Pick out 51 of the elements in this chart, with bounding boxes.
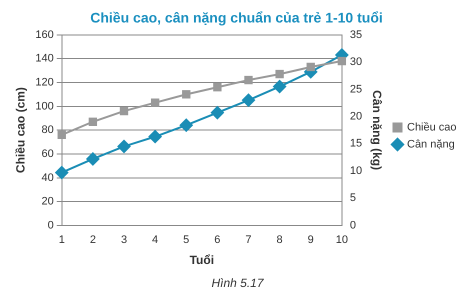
- point: [88, 118, 98, 126]
- point: [273, 80, 286, 94]
- point: [148, 130, 162, 144]
- x-tick-label: 5: [183, 234, 190, 246]
- legend-label: Chiều cao: [407, 122, 457, 134]
- point: [306, 62, 315, 72]
- x-tick-label: 6: [214, 234, 220, 246]
- y2-tick-label: 30: [350, 56, 362, 68]
- y2-tick-label: 20: [350, 110, 362, 123]
- point: [244, 76, 253, 84]
- y-tick-label: 160: [35, 28, 54, 41]
- y2-tick-label: 15: [350, 138, 362, 150]
- point: [242, 94, 255, 107]
- y-tick-label: 140: [35, 52, 54, 65]
- point: [150, 98, 160, 107]
- y-tick-label: 120: [35, 76, 54, 88]
- y-tick-label: 100: [35, 100, 54, 112]
- x-tick-label: 1: [58, 234, 65, 246]
- x-tick-label: 7: [245, 234, 252, 246]
- chart-title: Chiều cao, cân nặng chuẩn của trẻ 1-10 tuổi: [90, 9, 383, 26]
- x-tick-label: 8: [276, 234, 283, 246]
- point: [120, 106, 128, 116]
- y2-axis-title: Cân nặng (kg): [370, 90, 384, 170]
- y-tick-label: 80: [42, 124, 54, 136]
- point: [338, 56, 346, 66]
- x-tick-label: 9: [308, 234, 314, 246]
- point: [86, 152, 100, 166]
- text: Hình 5.17: [210, 276, 265, 290]
- x-tick-label: 2: [90, 234, 96, 246]
- y-axis-title: Chiều cao (cm): [14, 87, 28, 174]
- point: [210, 106, 224, 120]
- y-tick-label: 60: [42, 148, 54, 160]
- x-tick-label: 3: [120, 234, 128, 246]
- y2-tick-label: 0: [350, 219, 356, 232]
- y2-tick-label: 25: [350, 83, 362, 96]
- x-tick-label: 10: [336, 234, 348, 246]
- point: [180, 118, 193, 132]
- point: [182, 90, 190, 99]
- y2-tick-label: 10: [350, 164, 362, 177]
- y2-tick-label: 5: [350, 192, 356, 204]
- y-tick-label: 0: [48, 219, 54, 232]
- x-axis-title: Tuổi: [190, 253, 214, 268]
- y2-tick-label: 35: [350, 28, 362, 41]
- point: [118, 140, 130, 153]
- y-tick-label: 20: [42, 196, 54, 208]
- point: [213, 83, 222, 92]
- y-tick-label: 40: [42, 172, 54, 184]
- x-tick-label: 4: [152, 234, 158, 246]
- point: [55, 166, 68, 180]
- legend-label: Cân nặng: [407, 138, 455, 151]
- point: [275, 70, 284, 78]
